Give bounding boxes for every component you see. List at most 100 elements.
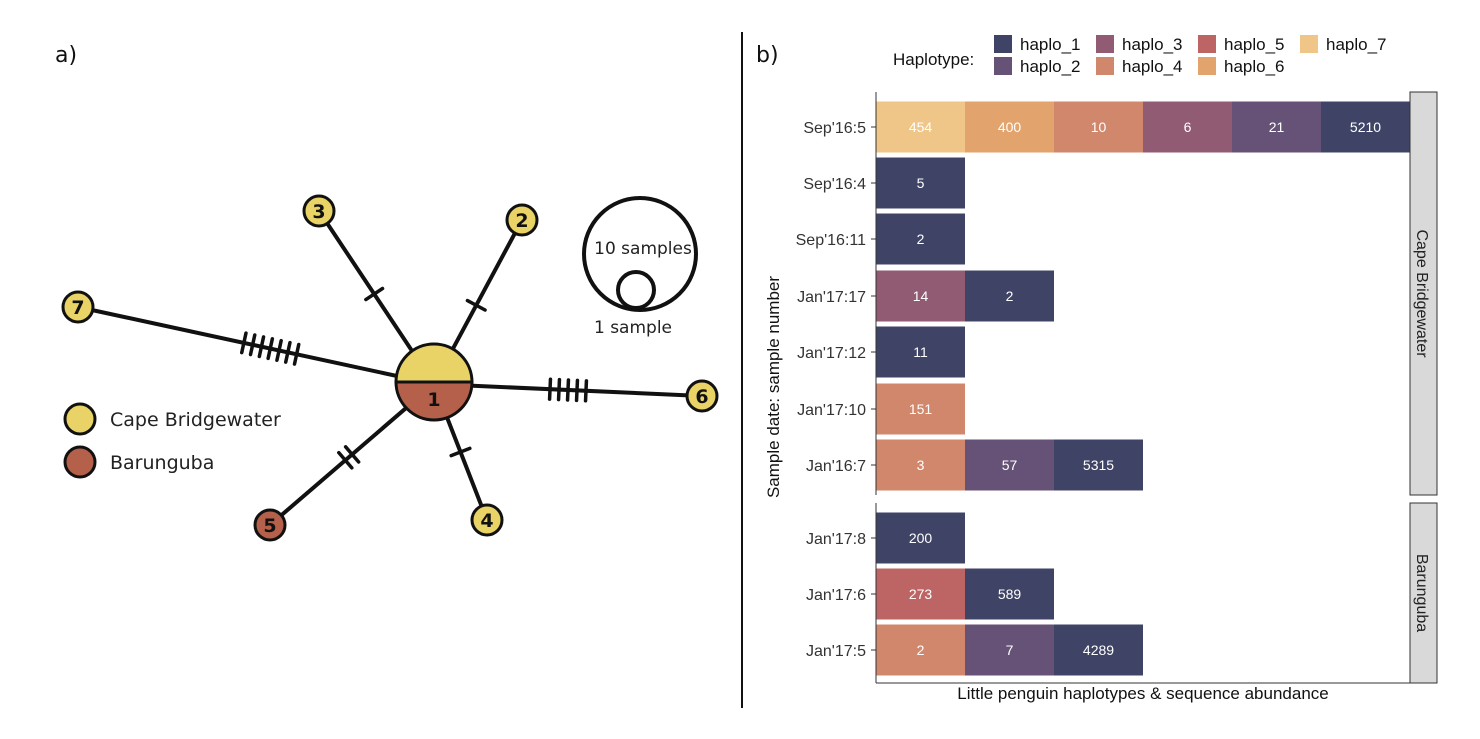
- bar-value-label: 11: [913, 344, 928, 360]
- bar-value-label: 200: [909, 530, 933, 546]
- mutation-tick-node-7-6: [248, 333, 257, 357]
- mutation-tick-node-7-5: [257, 335, 266, 359]
- mutation-tick-node-3-1: [364, 286, 385, 302]
- row-labels: Sep'16:5 Sep'16:4 Sep'16:11 Jan'17:17 Jan'17…: [796, 120, 876, 660]
- legend-swatch-haplo-4: [1096, 57, 1114, 75]
- bar-value-label: 3: [917, 457, 925, 473]
- size-legend: 10 samples 1 sample: [582, 196, 698, 338]
- size-legend-large-circle: [582, 196, 698, 312]
- bar-value-label: 589: [998, 586, 1022, 602]
- panel-a: a) 1 3 2 7: [55, 43, 719, 542]
- facet-strip-barunguba-box: [1409, 502, 1438, 684]
- legend-label-haplo-6: haplo_6: [1224, 57, 1285, 76]
- node-7-circle: [61, 290, 95, 324]
- bar-area: 454 400 10 6 21 5210 5 2 14 2 11 151 3 57 5315 200 273 58…: [876, 101, 1410, 676]
- node-6-label: 6: [695, 386, 708, 408]
- mutation-tick-node-6-3: [565, 378, 571, 402]
- row-label-jan-17-10: Jan'17:10: [797, 402, 866, 419]
- bar-segment-haplo-4: [876, 624, 965, 676]
- bar-segment-haplo-7: [876, 101, 965, 153]
- center-node: 1: [394, 342, 474, 422]
- bar-value-label: 7: [1006, 642, 1014, 658]
- population-legend-swatch-barunguba: [63, 445, 97, 479]
- bar-value-label: 21: [1269, 119, 1285, 135]
- row-label-jan-17-12: Jan'17:12: [797, 345, 866, 362]
- bar-value-label: 57: [1002, 457, 1018, 473]
- bar-segment-haplo-1: [876, 157, 965, 209]
- y-axis-title: Sample date: sample number: [764, 276, 783, 498]
- node-5: 5: [253, 508, 287, 542]
- mutation-tick-node-5-1: [343, 445, 361, 464]
- legend-label-haplo-7: haplo_7: [1326, 35, 1387, 54]
- legend-swatch-haplo-2: [994, 57, 1012, 75]
- center-node-bottom-half: [394, 380, 474, 422]
- node-6-circle: [685, 379, 719, 413]
- bar-value-label: 273: [909, 586, 933, 602]
- node-7: 7: [61, 290, 95, 324]
- edge-node-7: [76, 305, 436, 386]
- facet-strip-cape-bridgewater-box: [1409, 91, 1438, 496]
- mutation-tick-node-7-3: [275, 338, 283, 363]
- x-axis-title: Little penguin haplotypes & sequence abu…: [957, 684, 1328, 703]
- haplotype-legend: Haplotype: haplo_1 haplo_2 haplo_3 haplo_4 h…: [893, 35, 1387, 76]
- row-label-sep-16-5: Sep'16:5: [803, 120, 866, 137]
- bar-value-label: 10: [1091, 119, 1107, 135]
- node-3-circle: [302, 194, 336, 228]
- bar-segment-haplo-1: [1054, 439, 1143, 491]
- row-label-sep-16-11: Sep'16:11: [796, 232, 866, 249]
- bar-segment-haplo-1: [965, 568, 1054, 620]
- bar-segment-haplo-1: [1321, 101, 1410, 153]
- node-3: 3: [302, 194, 336, 228]
- mutation-tick-node-4-1: [449, 446, 472, 458]
- mutation-ticks: [239, 286, 589, 470]
- bar-segment-haplo-4: [876, 383, 965, 435]
- legend-label-haplo-2: haplo_2: [1020, 57, 1081, 76]
- panel-b: b) Haplotype: haplo_1haplo_2haplo_3haplo…: [756, 35, 1438, 703]
- bar-segment-haplo-2: [1232, 101, 1321, 153]
- haplotype-legend-title: Haplotype:: [893, 50, 974, 69]
- row-label-jan-17-17: Jan'17:17: [797, 289, 866, 306]
- bar-value-label: 400: [998, 119, 1022, 135]
- bar-value-label: 5315: [1083, 457, 1114, 473]
- node-6: 6: [685, 379, 719, 413]
- size-legend-large-label: 10 samples: [594, 239, 692, 259]
- population-legend-label-cape-bridgewater: Cape Bridgewater: [110, 409, 281, 431]
- mutation-tick-node-7-7: [239, 331, 248, 355]
- legend-swatch-haplo-1: [994, 35, 1012, 53]
- bar-segment-haplo-2: [965, 439, 1054, 491]
- population-legend-swatch-cape-bridgewater: [63, 402, 97, 436]
- facet-strip-barunguba-label: Barunguba: [1413, 554, 1430, 632]
- facet-strip-cape-bridgewater: Cape Bridgewater: [1409, 91, 1438, 496]
- legend-swatch-haplo-7: [1300, 35, 1318, 53]
- mutation-tick-node-7-1: [292, 342, 301, 366]
- row-label-jan-16-7: Jan'16:7: [806, 458, 866, 475]
- bar-segment-haplo-2: [965, 624, 1054, 676]
- facet-strip-cape-bridgewater-label: Cape Bridgewater: [1413, 229, 1430, 358]
- legend-swatch-haplo-5: [1198, 35, 1216, 53]
- legend-label-haplo-3: haplo_3: [1122, 35, 1183, 54]
- row-label-sep-16-4: Sep'16:4: [803, 176, 866, 193]
- bar-segment-haplo-4: [1054, 101, 1143, 153]
- node-2-circle: [505, 203, 539, 237]
- node-4-circle: [470, 503, 504, 537]
- bar-segment-haplo-1: [876, 512, 965, 564]
- population-legend-label-barunguba: Barunguba: [110, 452, 214, 474]
- bar-segment-haplo-1: [876, 326, 965, 378]
- legend-label-haplo-1: haplo_1: [1020, 35, 1081, 54]
- mutation-tick-node-6-5: [583, 379, 589, 403]
- bar-value-label: 2: [1006, 288, 1014, 304]
- row-label-jan-17-6: Jan'17:6: [806, 587, 866, 604]
- mutation-tick-node-6-1: [547, 377, 553, 401]
- bar-segment-haplo-3: [1143, 101, 1232, 153]
- bar-value-label: 151: [909, 401, 933, 417]
- bar-segment-haplo-6: [965, 101, 1054, 153]
- node-2: 2: [505, 203, 539, 237]
- bar-value-label: 2: [917, 642, 925, 658]
- bar-segment-haplo-3: [876, 270, 965, 322]
- legend-swatch-haplo-3: [1096, 35, 1114, 53]
- bar-value-label: 5210: [1350, 119, 1381, 135]
- population-legend: Cape Bridgewater Barunguba: [63, 402, 281, 479]
- facet-strip-barunguba: Barunguba: [1409, 502, 1438, 684]
- bar-segment-haplo-1: [965, 270, 1054, 322]
